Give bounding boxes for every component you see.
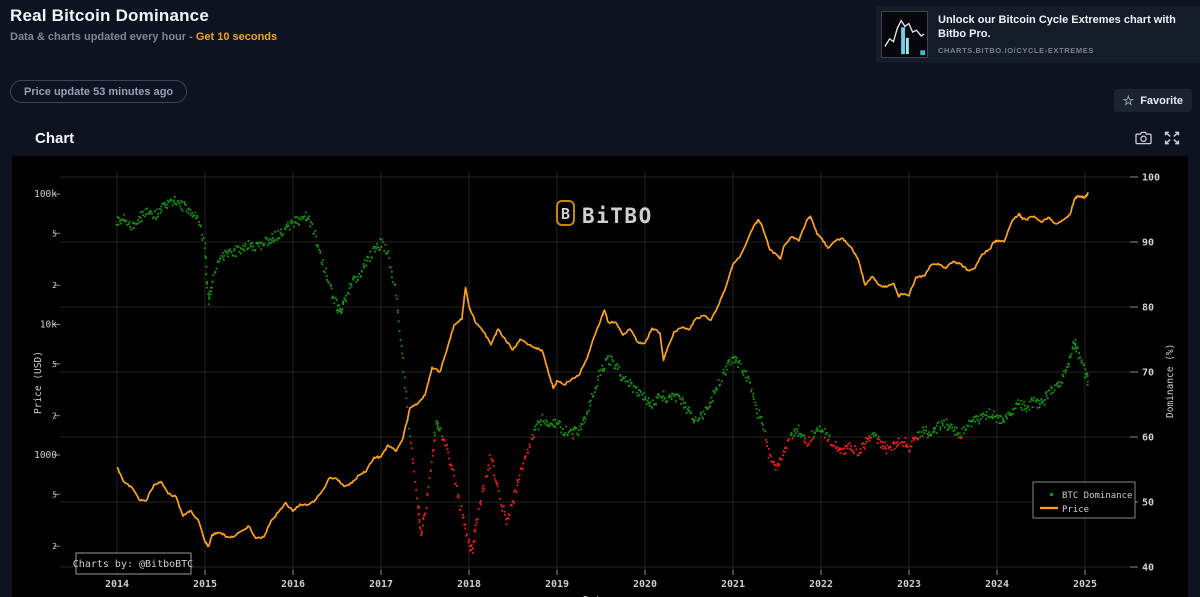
- svg-text:5: 5: [52, 360, 57, 369]
- svg-text:2025: 2025: [1073, 579, 1097, 590]
- svg-text:Price: Price: [1062, 505, 1089, 515]
- price-update-pill: Price update 53 minutes ago: [10, 80, 188, 103]
- price-update-text: Price update 53 minutes ago: [24, 85, 174, 98]
- svg-text:2022: 2022: [809, 579, 833, 590]
- chart-section-title: Chart: [35, 129, 75, 147]
- svg-text:2014: 2014: [105, 579, 129, 590]
- svg-text:2: 2: [52, 412, 57, 421]
- svg-text:2016: 2016: [281, 579, 305, 590]
- svg-text:2020: 2020: [633, 579, 657, 590]
- svg-text:B: B: [561, 205, 570, 223]
- svg-text:2017: 2017: [369, 579, 393, 590]
- svg-text:2024: 2024: [985, 579, 1009, 590]
- promo-text: Unlock our Bitcoin Cycle Extremes chart …: [938, 14, 1192, 55]
- svg-text:70: 70: [1142, 368, 1154, 379]
- favorite-button[interactable]: ☆ Favorite: [1113, 89, 1192, 112]
- svg-text:2021: 2021: [721, 579, 745, 590]
- svg-text:100: 100: [1142, 173, 1160, 184]
- svg-text:2015: 2015: [193, 579, 217, 590]
- svg-text:2: 2: [52, 281, 57, 290]
- svg-text:Charts by: @BitboBTC: Charts by: @BitboBTC: [73, 559, 193, 570]
- promo-headline: Unlock our Bitcoin Cycle Extremes chart …: [938, 14, 1176, 40]
- svg-text:1000: 1000: [34, 450, 57, 461]
- svg-text:40: 40: [1142, 563, 1154, 574]
- svg-text:BiTBO: BiTBO: [582, 204, 653, 228]
- star-icon: ☆: [1122, 93, 1135, 108]
- svg-text:2019: 2019: [545, 579, 569, 590]
- camera-icon[interactable]: [1135, 131, 1152, 145]
- fullscreen-icon[interactable]: [1164, 131, 1180, 145]
- chart-panel[interactable]: 2014 2015 2016 2017 2018 2019 2020 2021 2022 2023…: [12, 156, 1188, 597]
- svg-text:60: 60: [1142, 433, 1154, 444]
- svg-text:Price (USD): Price (USD): [33, 351, 44, 414]
- svg-text:50: 50: [1142, 498, 1154, 509]
- svg-text:10k: 10k: [40, 320, 57, 331]
- svg-text:BTC Dominance: BTC Dominance: [1062, 491, 1132, 501]
- favorite-label: Favorite: [1140, 94, 1183, 107]
- chart-toolbar: [1135, 131, 1180, 145]
- svg-text:2018: 2018: [457, 579, 481, 590]
- svg-text:80: 80: [1142, 303, 1154, 314]
- promo-thumbnail-chart: [881, 11, 928, 58]
- svg-text:100k: 100k: [34, 189, 57, 200]
- dominance-price-chart[interactable]: 2014 2015 2016 2017 2018 2019 2020 2021 2022 2023…: [12, 156, 1188, 597]
- get-10-seconds-link[interactable]: Get 10 seconds: [195, 31, 278, 43]
- svg-text:Dominance (%): Dominance (%): [1165, 344, 1176, 418]
- promo-banner[interactable]: Unlock our Bitcoin Cycle Extremes chart …: [876, 6, 1200, 63]
- chart-section-header: Chart: [35, 127, 1180, 149]
- svg-text:90: 90: [1142, 238, 1154, 249]
- page-header: Real Bitcoin Dominance Data & charts upd…: [10, 6, 277, 43]
- svg-text:2023: 2023: [897, 579, 921, 590]
- page-title: Real Bitcoin Dominance: [10, 6, 209, 25]
- svg-text:Date: Date: [583, 595, 607, 597]
- promo-url: CHARTS.BITBO.IO/CYCLE-EXTREMES: [938, 45, 1094, 55]
- svg-text:5: 5: [52, 229, 57, 238]
- page-subtitle: Data & charts updated every hour - Get 1…: [10, 31, 277, 43]
- svg-text:2: 2: [52, 542, 57, 551]
- svg-text:5: 5: [52, 490, 57, 499]
- subtitle-text: Data & charts updated every hour -: [10, 31, 196, 43]
